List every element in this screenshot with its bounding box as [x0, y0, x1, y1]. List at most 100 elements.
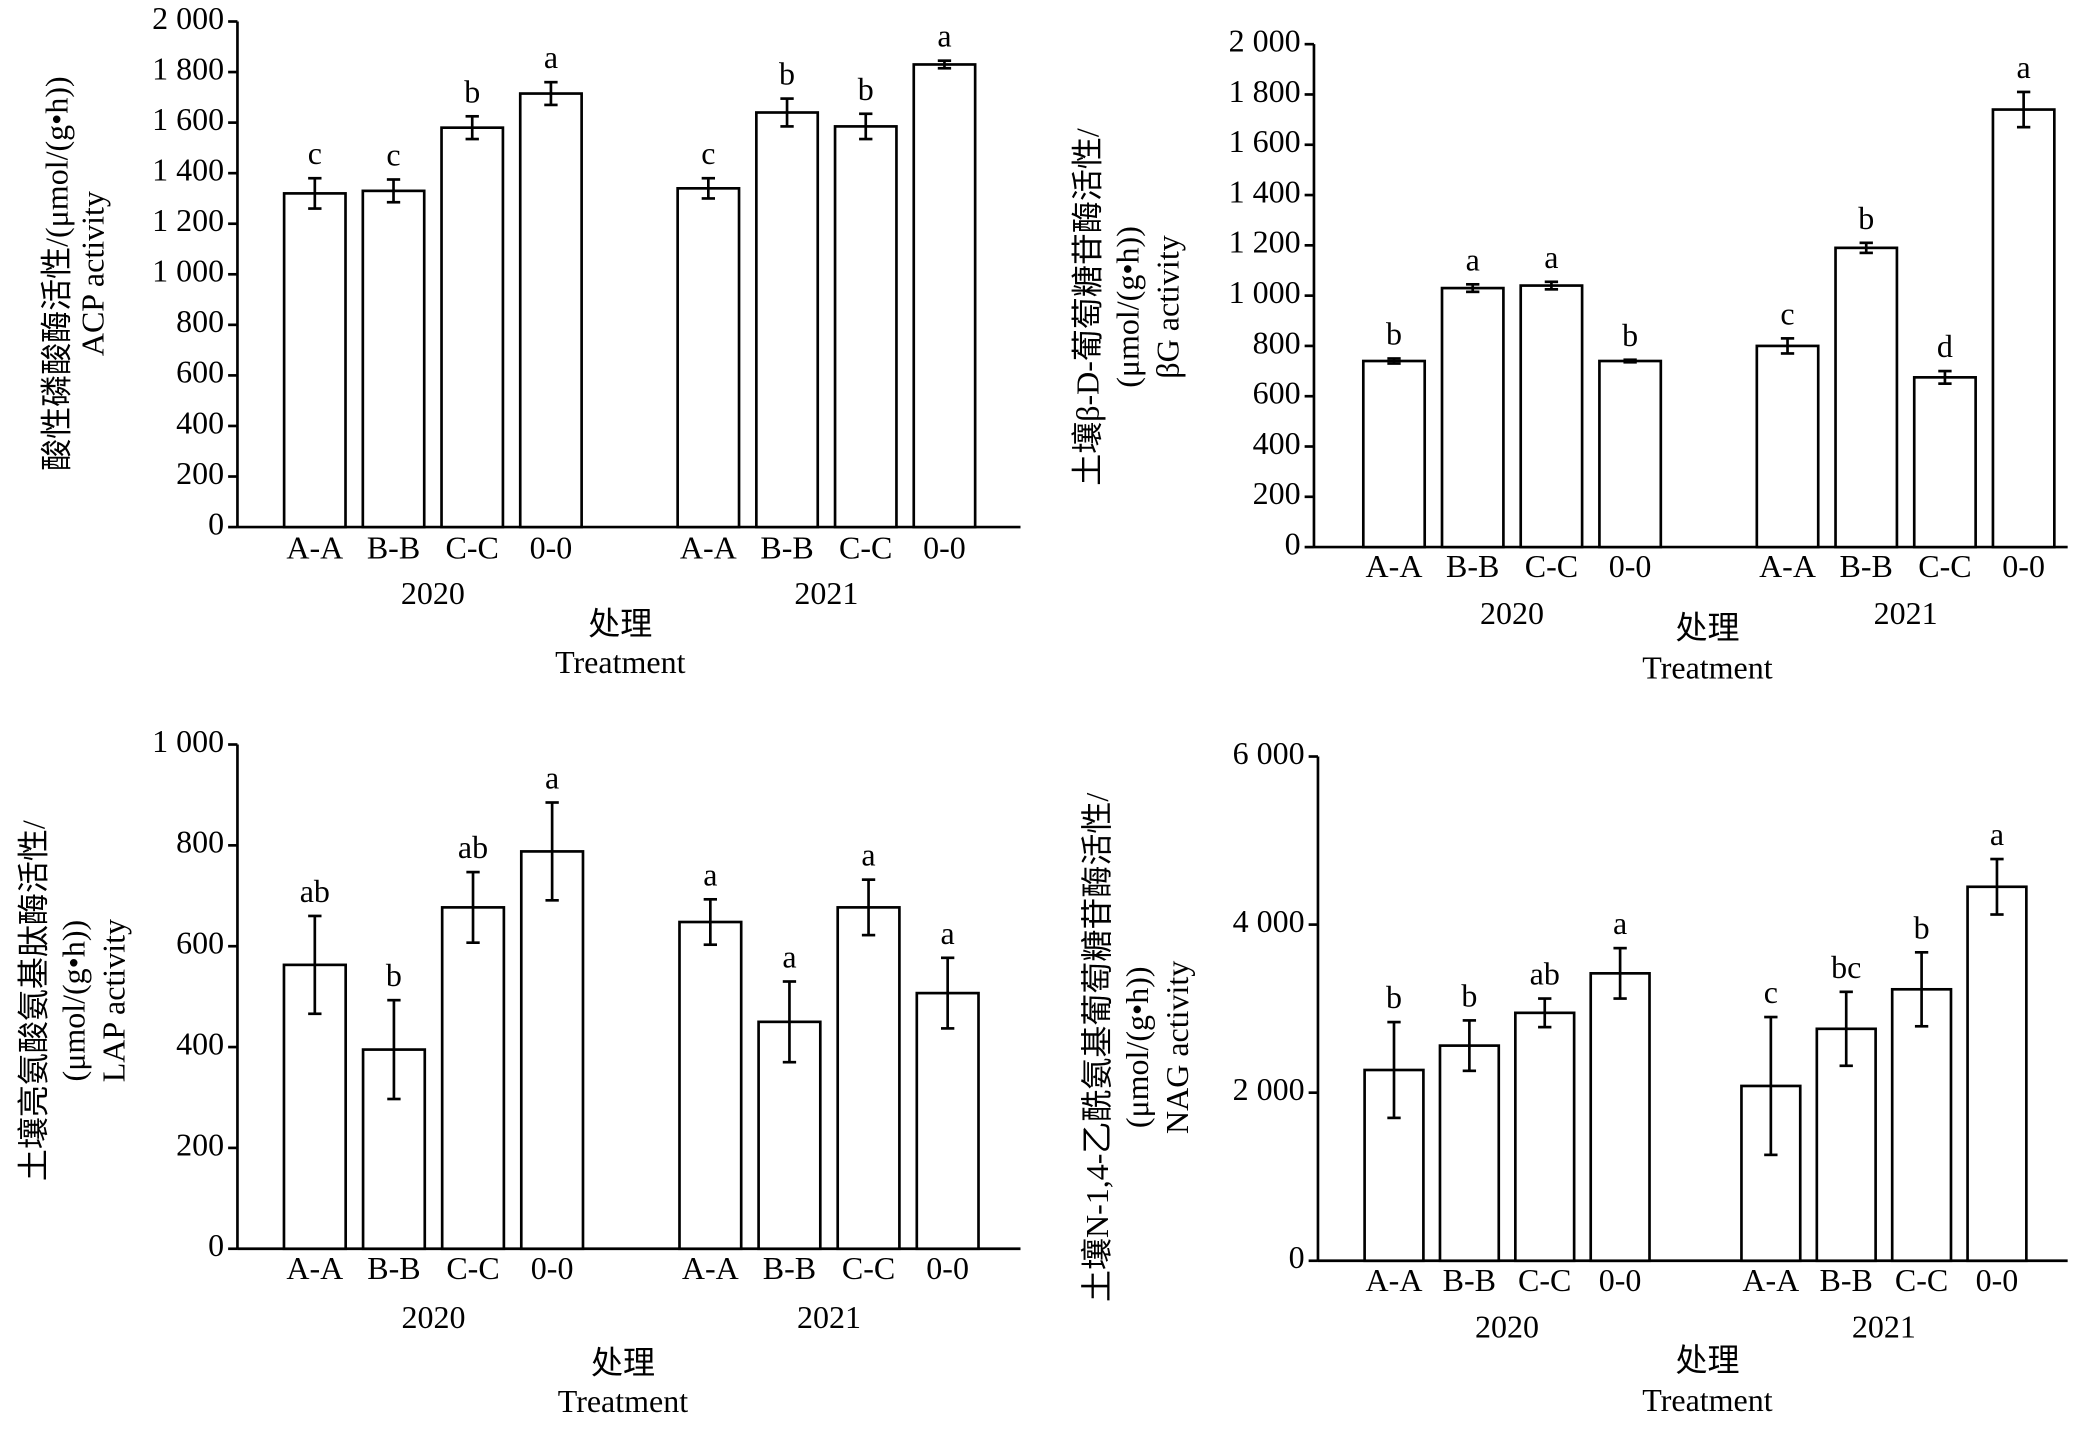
significance-letter: a [1613, 905, 1627, 941]
y-tick-label: 1 800 [1229, 73, 1301, 109]
bar [1363, 1068, 1425, 1263]
x-tick-label: C-C [1918, 548, 1971, 584]
significance-letter: a [545, 760, 559, 796]
significance-letter: ab [300, 873, 330, 909]
y-tick-label: 400 [176, 1025, 224, 1061]
x-tick-label: B-B [1443, 1262, 1496, 1298]
significance-letter: b [1622, 317, 1638, 353]
significance-letter: a [1990, 816, 2004, 852]
y-axis-label: 酸性磷酸酶活性/(μmol/(g•h)) [38, 76, 74, 471]
y-tick-label: 800 [1253, 324, 1301, 360]
significance-letter: c [308, 135, 322, 171]
bar [676, 187, 741, 529]
bar [1438, 1044, 1501, 1263]
x-axis-label: Treatment [1642, 1382, 1772, 1418]
y-tick-label: 1 600 [152, 101, 224, 137]
significance-letter: a [782, 939, 796, 975]
y-tick-label: 1 000 [1229, 274, 1301, 310]
significance-letter: b [1914, 909, 1930, 945]
x-tick-label: C-C [446, 1250, 499, 1286]
group-label: 2020 [401, 1299, 465, 1335]
x-tick-label: B-B [763, 1250, 816, 1286]
y-axis-label: 土壤N-1,4-乙酰氨基葡萄糖苷酶活性/ [1079, 793, 1115, 1302]
x-tick-label: B-B [760, 529, 813, 565]
bar [519, 850, 585, 1251]
significance-letter: a [703, 856, 717, 892]
significance-letter: c [701, 135, 715, 171]
bar [1966, 885, 2028, 1263]
x-tick-label: A-A [1366, 548, 1423, 584]
bar [1440, 286, 1505, 549]
x-tick-label: C-C [1518, 1262, 1571, 1298]
y-tick-label: 800 [176, 303, 224, 339]
x-tick-label: 0-0 [1609, 548, 1652, 584]
bar [915, 991, 980, 1251]
bar [440, 126, 505, 529]
significance-letter: c [1764, 974, 1778, 1010]
bar [1890, 987, 1953, 1263]
bar [912, 63, 977, 529]
x-tick-label: B-B [1840, 548, 1893, 584]
x-tick-label: C-C [446, 529, 499, 565]
x-axis-label: Treatment [1642, 649, 1772, 685]
bar [1589, 972, 1651, 1263]
x-axis-label: 处理 [1675, 609, 1739, 645]
bar [1361, 359, 1427, 549]
x-tick-label: C-C [839, 529, 892, 565]
significance-letter: b [858, 71, 874, 107]
y-tick-label: 800 [176, 824, 224, 860]
x-tick-label: B-B [1446, 548, 1499, 584]
chart-panel: 0 200 400 600 800 1 000 1 200 1 400 1 600 1 800 2 … [1070, 23, 2068, 685]
bar [282, 192, 347, 529]
y-tick-label: 1 800 [152, 50, 224, 86]
y-tick-label: 1 000 [152, 253, 224, 289]
x-axis-label: Treatment [558, 1383, 688, 1419]
x-tick-label: C-C [1525, 548, 1578, 584]
significance-letter: a [544, 39, 558, 75]
y-axis-label: ACP activity [74, 191, 110, 356]
x-tick-label: B-B [367, 529, 420, 565]
bar [1834, 246, 1899, 549]
group-label: 2020 [401, 575, 465, 611]
significance-letter: c [386, 136, 400, 172]
chart-panel: 0 200 400 600 800 1 000 ab A-A b B-B ab C-C a 0-0 a A-A… [16, 723, 1021, 1419]
bar [836, 906, 901, 1251]
y-tick-label: 600 [1253, 375, 1301, 411]
y-tick-label: 1 400 [152, 152, 224, 188]
bar [518, 92, 583, 529]
significance-letter: b [779, 56, 795, 92]
x-tick-label: A-A [1742, 1262, 1799, 1298]
y-tick-label: 200 [176, 455, 224, 491]
bar [833, 125, 898, 529]
significance-letter: bc [1831, 949, 1861, 985]
y-tick-label: 0 [1289, 1239, 1305, 1275]
significance-letter: a [937, 18, 951, 54]
x-axis-label: 处理 [1675, 1342, 1739, 1378]
x-tick-label: C-C [842, 1250, 895, 1286]
bar [1519, 284, 1584, 549]
y-axis-label: 土壤亮氨酸氨基肽酶活性/ [16, 820, 52, 1181]
x-tick-label: A-A [286, 529, 343, 565]
x-tick-label: B-B [367, 1250, 420, 1286]
significance-letter: d [1937, 328, 1953, 364]
x-tick-label: A-A [680, 529, 737, 565]
bar [1514, 1011, 1576, 1263]
y-tick-label: 2 000 [1229, 23, 1301, 59]
y-tick-label: 200 [1253, 475, 1301, 511]
x-axis-label: Treatment [555, 644, 685, 680]
x-axis-label: 处理 [591, 1344, 655, 1380]
x-tick-label: A-A [1366, 1262, 1423, 1298]
y-tick-label: 400 [1253, 425, 1301, 461]
y-tick-label: 6 000 [1233, 735, 1305, 771]
bar [361, 189, 426, 529]
group-label: 2021 [1874, 595, 1938, 631]
significance-letter: b [1386, 979, 1402, 1015]
y-tick-label: 1 400 [1229, 173, 1301, 209]
significance-letter: c [1780, 295, 1794, 331]
y-tick-label: 2 000 [1233, 1071, 1305, 1107]
group-label: 2020 [1480, 595, 1544, 631]
y-axis-label: LAP activity [96, 919, 132, 1082]
bar [678, 920, 743, 1251]
